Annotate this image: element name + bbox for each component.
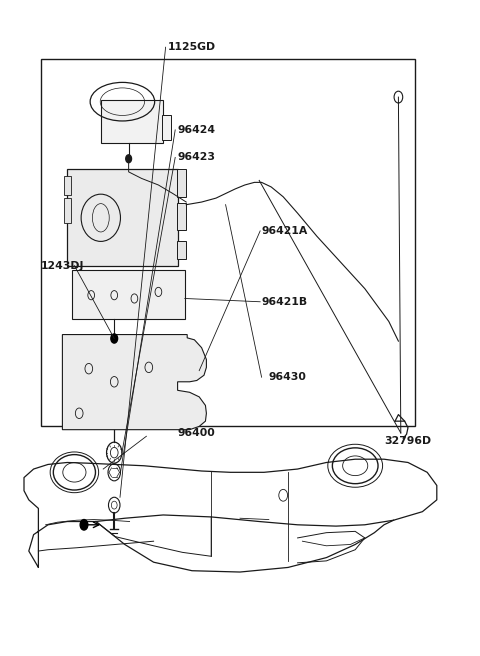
- Bar: [64, 198, 71, 223]
- Text: 32796D: 32796D: [384, 436, 431, 446]
- Polygon shape: [62, 335, 206, 430]
- Text: 96421A: 96421A: [262, 226, 308, 236]
- Text: 96423: 96423: [178, 152, 216, 163]
- Bar: [177, 169, 186, 197]
- Bar: [101, 100, 163, 143]
- Circle shape: [126, 155, 132, 163]
- Circle shape: [80, 520, 88, 530]
- Bar: [64, 176, 71, 195]
- Bar: [177, 241, 186, 259]
- Text: 96421B: 96421B: [262, 297, 308, 307]
- Bar: [41, 59, 415, 426]
- Bar: [72, 270, 185, 319]
- Bar: [162, 115, 171, 140]
- Text: 96400: 96400: [178, 428, 216, 438]
- Text: 96430: 96430: [269, 372, 307, 382]
- Text: 96424: 96424: [178, 125, 216, 135]
- Text: 1125GD: 1125GD: [168, 42, 216, 52]
- Circle shape: [111, 334, 118, 343]
- Bar: [67, 169, 178, 266]
- Bar: [177, 203, 186, 230]
- Text: 1243DJ: 1243DJ: [41, 260, 84, 271]
